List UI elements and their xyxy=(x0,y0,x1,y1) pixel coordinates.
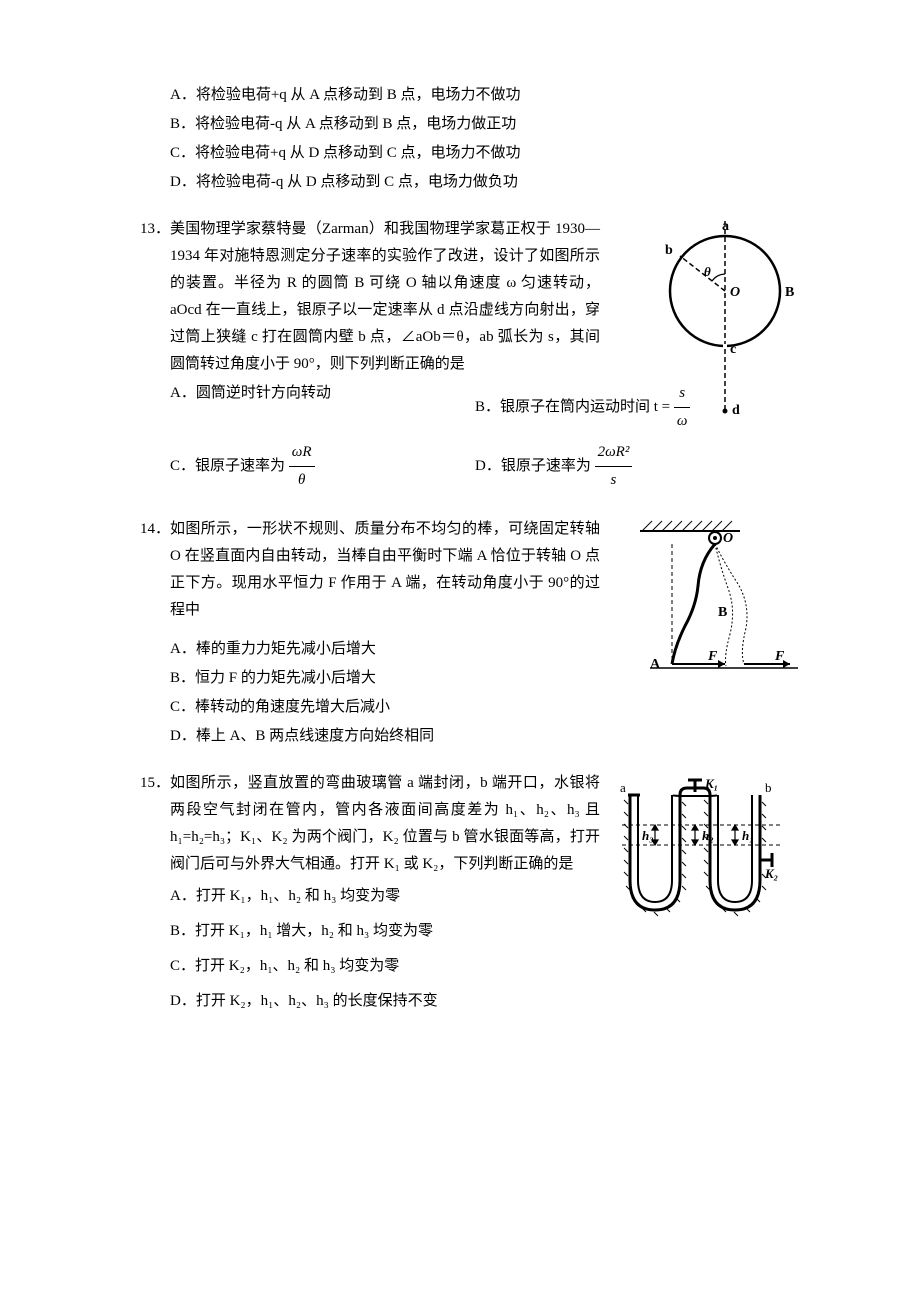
q14-number: 14． xyxy=(140,516,170,624)
q14-option-C: C．棒转动的角速度先增大后减小 xyxy=(170,694,780,721)
fig13-label-d: d xyxy=(732,403,740,416)
q14-figure: O A B F F xyxy=(630,516,800,696)
fig15-label-b: b xyxy=(765,780,772,795)
q13-optD-frac: 2ωR²s xyxy=(595,439,633,494)
fig13-label-O: O xyxy=(730,285,740,300)
q15-figure: a b K₁ K₂ h₃ h₂ h₁ xyxy=(610,770,800,950)
q13-optD-text: D．银原子速率为 xyxy=(475,458,591,474)
fig14-label-F2: F xyxy=(774,649,785,664)
q15-number: 15． xyxy=(140,770,170,878)
q12-option-C: C．将检验电荷+q 从 D 点移动到 C 点，电场力不做功 xyxy=(170,140,780,167)
fig15-label-a: a xyxy=(620,780,626,795)
q12-options: A．将检验电荷+q 从 A 点移动到 B 点，电场力不做功 B．将检验电荷-q … xyxy=(170,82,780,196)
fig15-label-h2: h₂ xyxy=(702,828,714,843)
fig13-label-theta: θ xyxy=(704,264,711,279)
q13-option-C: C．银原子速率为 ωRθ xyxy=(170,439,475,494)
question-15: a b K₁ K₂ h₃ h₂ h₁ 15． 如图所示，竖直放置的弯曲玻璃管 a… xyxy=(140,770,780,1018)
question-13: a b c d O B θ 13． 美国物理学家蔡特曼（Zarman）和我国物理… xyxy=(140,216,780,496)
q13-option-D: D．银原子速率为 2ωR²s xyxy=(475,439,780,494)
q12-option-D: D．将检验电荷-q 从 D 点移动到 C 点，电场力做负功 xyxy=(170,169,780,196)
q13-optC-text: C．银原子速率为 xyxy=(170,458,285,474)
fig14-label-O: O xyxy=(723,531,733,546)
q12-option-B: B．将检验电荷-q 从 A 点移动到 B 点，电场力做正功 xyxy=(170,111,780,138)
fig14-label-F1: F xyxy=(707,649,718,664)
q15-option-C: C．打开 K₂，h₁、h₂ 和 h₃ 均变为零 xyxy=(170,950,780,983)
q13-optC-frac: ωRθ xyxy=(289,439,315,494)
fig13-label-B: B xyxy=(785,285,794,300)
fig13-label-b: b xyxy=(665,243,673,258)
fig13-label-a: a xyxy=(722,219,729,234)
fig15-label-h3: h₃ xyxy=(642,828,654,843)
q12-option-A: A．将检验电荷+q 从 A 点移动到 B 点，电场力不做功 xyxy=(170,82,780,109)
q15-option-D: D．打开 K₂，h₁、h₂、h₃ 的长度保持不变 xyxy=(170,985,780,1018)
q13-figure: a b c d O B θ xyxy=(640,216,800,426)
q13-number: 13． xyxy=(140,216,170,378)
fig14-label-A: A xyxy=(650,657,661,672)
q13-option-A: A．圆筒逆时针方向转动 xyxy=(170,380,475,435)
fig14-label-B: B xyxy=(718,605,727,620)
fig15-label-K2: K₂ xyxy=(764,866,778,881)
fig13-label-c: c xyxy=(730,342,736,357)
q14-option-D: D．棒上 A、B 两点线速度方向始终相同 xyxy=(170,723,780,750)
fig15-label-h1: h₁ xyxy=(742,828,754,843)
fig15-label-K1: K₁ xyxy=(704,776,718,791)
question-14: O A B F F 14． 如图所示，一形状不规则、质量分布不均匀的棒，可绕固定… xyxy=(140,516,780,750)
